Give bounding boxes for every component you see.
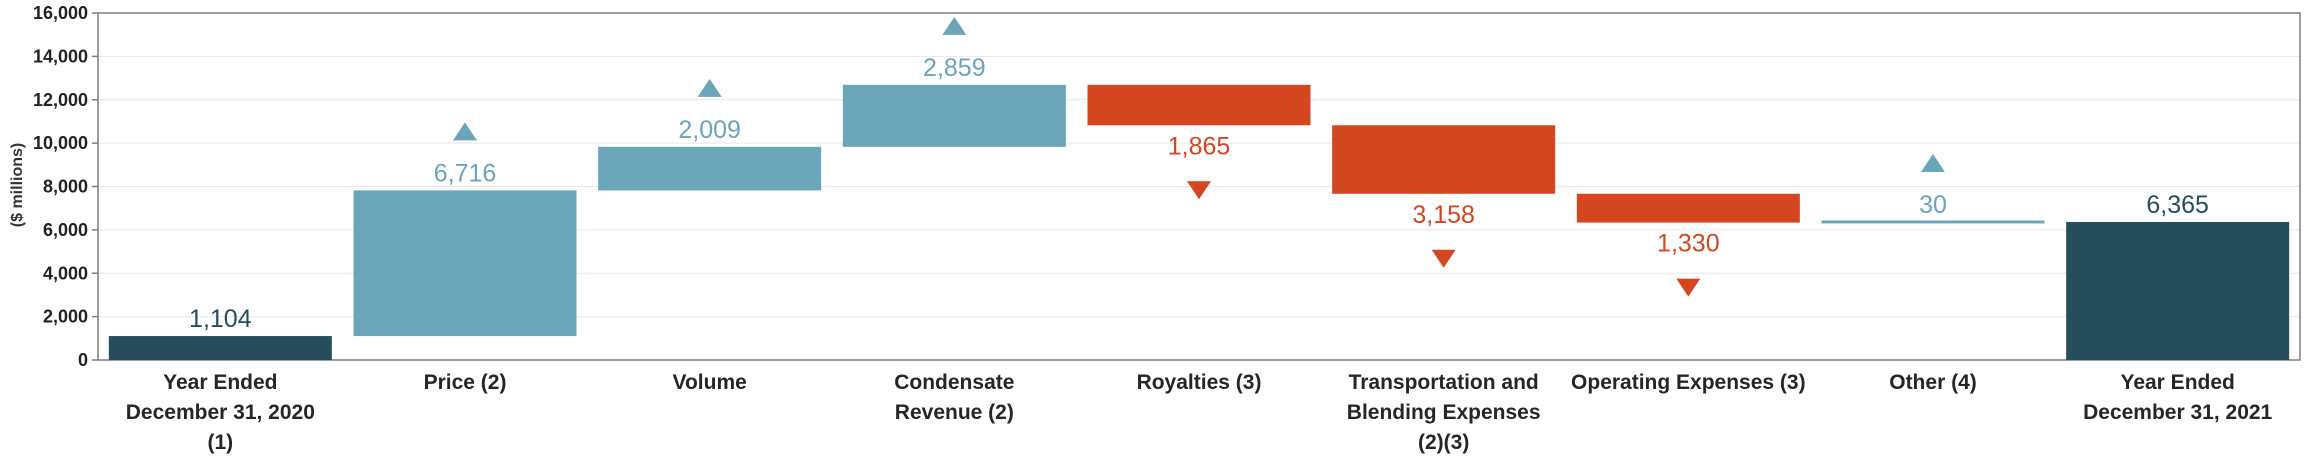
category-label: (2)(3)	[1418, 431, 1469, 454]
bar-decrease	[1332, 125, 1556, 194]
category-label: Year Ended	[2120, 371, 2234, 394]
value-label: 2,859	[923, 54, 986, 82]
y-tick-label: 12,000	[33, 90, 88, 110]
bar-increase	[1821, 220, 2045, 224]
bar-increase	[353, 190, 577, 337]
category-label: Revenue (2)	[895, 401, 1014, 424]
plot-frame	[97, 12, 2301, 361]
bars	[108, 84, 2290, 360]
decrease-arrow-icon	[1676, 278, 1701, 297]
value-label: 1,865	[1168, 132, 1231, 160]
increase-arrow-icon	[453, 122, 477, 141]
bar-total	[108, 336, 332, 360]
category-label: December 31, 2021	[2083, 401, 2272, 424]
increase-arrow-icon	[1921, 153, 1945, 172]
value-label: 2,009	[678, 116, 741, 144]
bar-total	[2066, 221, 2290, 360]
decrease-arrow-icon	[1187, 181, 1211, 200]
category-label: (1)	[207, 431, 233, 454]
category-label: Price (2)	[424, 371, 507, 394]
category-label: Other (4)	[1889, 371, 1977, 394]
category-label: Transportation and	[1349, 371, 1539, 394]
category-label: Blending Expenses	[1347, 401, 1541, 424]
value-labels: 1,104 6,716 2,009 2,859 1,865 3,158 1,330 30 6,3…	[189, 54, 2209, 333]
increase-arrow-icon	[697, 78, 722, 97]
value-label: 6,716	[434, 159, 497, 187]
y-tick-label: 0	[78, 350, 88, 370]
y-axis-label: ($ millions)	[9, 143, 26, 227]
bar-increase	[598, 146, 822, 191]
y-tick-label: 16,000	[33, 3, 88, 23]
category-label: Year Ended	[163, 371, 277, 394]
bar-increase	[842, 84, 1066, 147]
value-label: 1,104	[189, 305, 252, 333]
direction-markers	[453, 16, 1945, 297]
category-label: Volume	[673, 371, 747, 394]
category-label: Condensate	[894, 371, 1014, 394]
y-tick-label: 10,000	[33, 133, 88, 153]
y-tick-label: 6,000	[43, 220, 88, 240]
value-label: 3,158	[1412, 201, 1475, 229]
increase-arrow-icon	[942, 16, 967, 35]
y-tick-label: 14,000	[33, 46, 88, 66]
decrease-arrow-icon	[1431, 249, 1456, 268]
bar-decrease	[1087, 84, 1311, 126]
axes: 0 2,000 4,000 6,000 8,000 10,000 12,000 14,000 1…	[33, 3, 2301, 370]
value-label: 30	[1919, 191, 1947, 219]
bar-decrease	[1576, 193, 1800, 223]
value-label: 6,365	[2146, 191, 2209, 219]
y-tick-label: 4,000	[43, 263, 88, 283]
y-tick-label: 2,000	[43, 307, 88, 327]
category-label: December 31, 2020	[126, 401, 315, 424]
value-label: 1,330	[1657, 230, 1720, 258]
category-labels: Year Ended December 31, 2020 (1) Price (2) V…	[126, 371, 2273, 454]
category-label: Royalties (3)	[1137, 371, 1262, 394]
y-tick-label: 8,000	[43, 177, 88, 197]
category-label: Operating Expenses (3)	[1571, 371, 1806, 394]
